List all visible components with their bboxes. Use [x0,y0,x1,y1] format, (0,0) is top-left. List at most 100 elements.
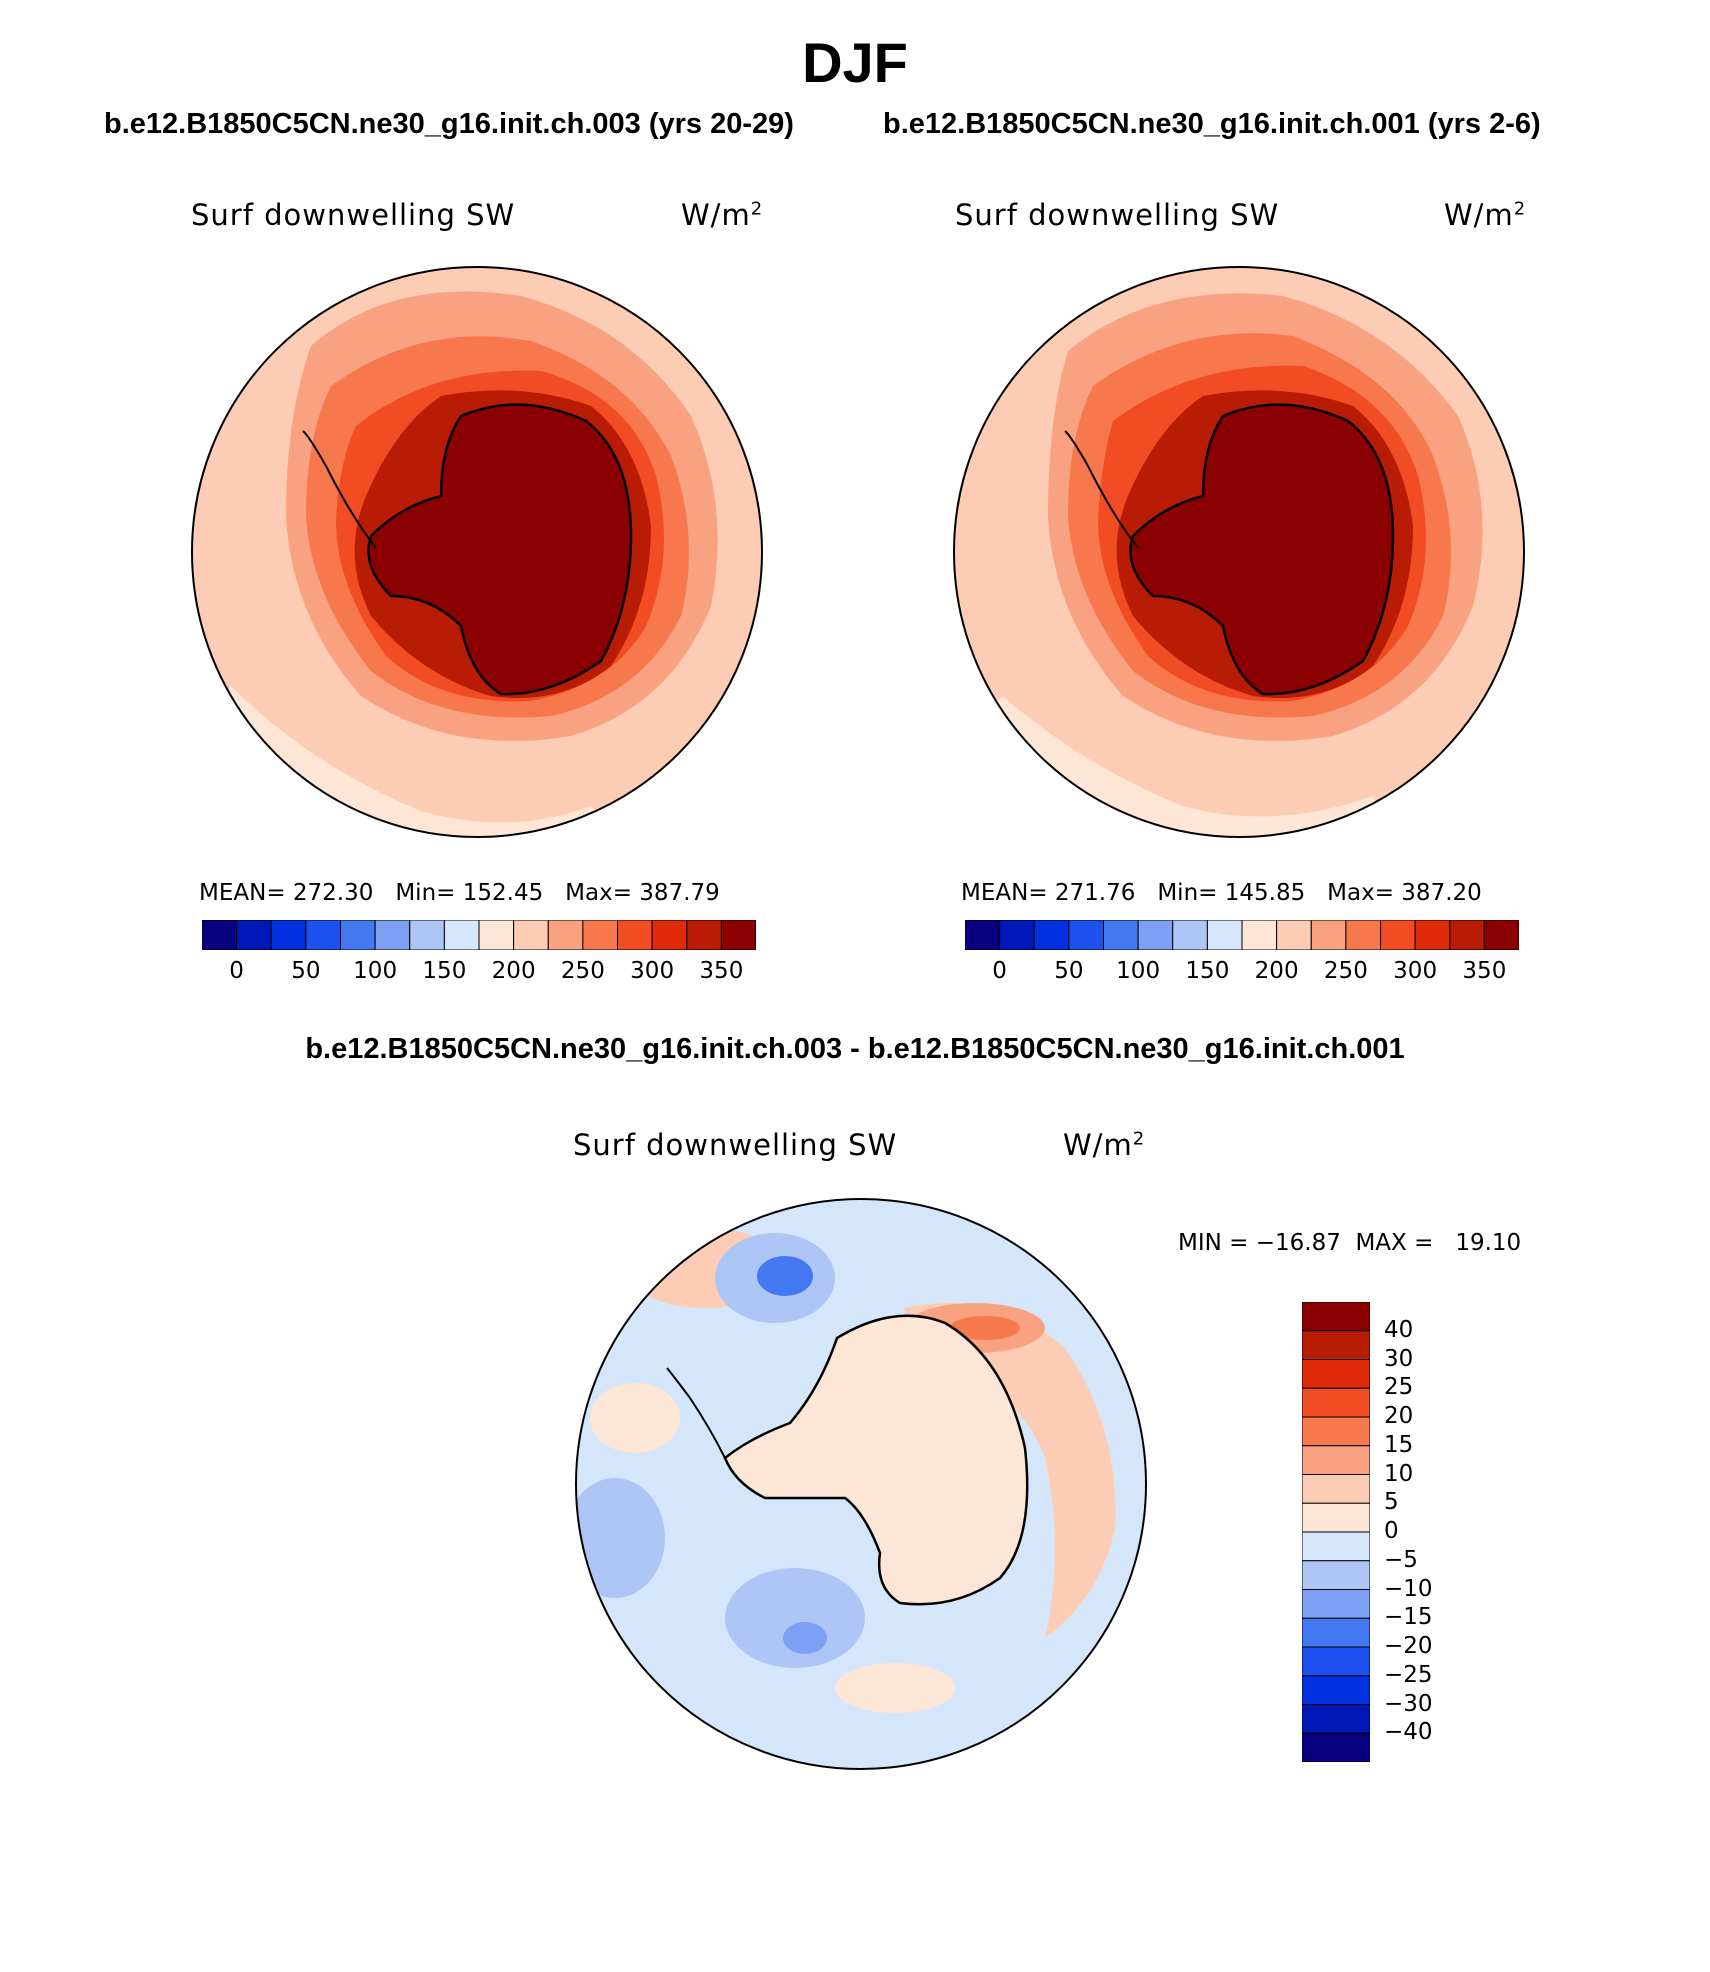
colorbar-tick-label: 100 [1116,958,1161,984]
panel2-colorbar [965,920,1519,950]
colorbar-swatch [340,920,376,950]
diff-colorbar-tick-label: −25 [1384,1661,1433,1688]
colorbar-tick-label: 350 [1462,958,1507,984]
diff-minmax: MIN = −16.87 MAX = 19.10 [1178,1230,1522,1256]
figure-title: DJF [802,31,908,94]
colorbar-tick-label: 250 [1323,958,1368,984]
colorbar-swatch [651,920,688,950]
diff-colorbar-swatch [1302,1330,1370,1360]
colorbar-swatch [443,920,480,950]
panel1-antarctica-fill [368,404,631,695]
diff-colorbar [1302,1302,1370,1762]
colorbar-swatch [202,920,238,950]
panel1-coastline [367,403,633,696]
diff-colorbar-tick-label: −15 [1384,1604,1433,1631]
diff-colorbar-swatch [1302,1387,1370,1418]
colorbar-swatch [582,920,618,950]
diff-colorbar-swatch [1302,1704,1370,1734]
diff-colorbar-tick-label: −30 [1384,1690,1433,1717]
diff-patch-neg-strong-1 [757,1256,813,1296]
diff-colorbar-tick-label: 25 [1384,1374,1414,1401]
panel2-polar-map [953,266,1525,838]
colorbar-swatch [1206,920,1243,950]
diff-patch-pos-2 [905,1303,1116,1638]
diff-colorbar-tick-label: 20 [1384,1403,1414,1429]
diff-patch-neg-2 [576,1478,665,1598]
colorbar-tick-label: 150 [422,958,467,984]
diff-colorbar-swatch [1302,1617,1370,1648]
diff-colorbar-swatch [1302,1502,1370,1533]
diff-colorbar-swatch [1302,1589,1370,1619]
diff-antarctica-fill [725,1315,1028,1605]
diff-colorbar-tick-label: −10 [1384,1575,1433,1602]
diff-patch-neg-4 [783,1622,827,1654]
colorbar-swatch [1449,920,1485,950]
colorbar-swatch [617,920,653,950]
colorbar-swatch [1483,920,1519,950]
diff-patch-neg-3 [725,1568,865,1668]
diff-colorbar-tick-label: 30 [1384,1345,1414,1372]
colorbar-swatch [305,920,341,950]
colorbar-tick-label: 250 [560,958,605,984]
diff-units: W/m2 [1063,1128,1146,1162]
diff-patch-pos-5 [835,1663,955,1713]
panel2-units: W/m2 [1444,198,1527,232]
panel1-peninsula-coast [302,430,377,549]
colorbar-swatch [1103,920,1139,950]
colorbar-swatch [965,920,1001,950]
colorbar-tick-label: 50 [291,958,321,984]
panel1-polar-map [191,266,763,838]
panel2-peninsula-coast [1064,430,1139,549]
diff-colorbar-swatch [1302,1675,1370,1705]
diff-colorbar-tick-label: −20 [1384,1633,1433,1659]
colorbar-swatch [270,920,307,950]
panel2-antarctica-fill [1130,404,1393,695]
colorbar-swatch [478,920,515,950]
diff-colorbar-tick-label: 10 [1384,1460,1414,1487]
diff-title: b.e12.B1850C5CN.ne30_g16.init.ch.003 - b… [305,1033,1405,1065]
colorbar-swatch [236,920,272,950]
panel1-colorbar-ticks: 0 50 100 150 200 250 300 350 [202,958,756,988]
colorbar-tick-label: 0 [992,958,1007,984]
panel1-colorbar [202,920,756,950]
colorbar-tick-label: 200 [491,958,536,984]
colorbar-swatch [1414,920,1451,950]
diff-map-border [575,1198,1147,1770]
colorbar-swatch [1172,920,1208,950]
colorbar-tick-label: 0 [229,958,244,984]
case2-title: b.e12.B1850C5CN.ne30_g16.init.ch.001 (yr… [883,108,1541,140]
diff-colorbar-tick-label: 15 [1384,1431,1414,1458]
diff-colorbar-swatch [1302,1302,1370,1332]
diff-colorbar-tick-label: 0 [1384,1518,1399,1544]
colorbar-swatch [513,920,549,950]
colorbar-swatch [547,920,584,950]
panel1-units: W/m2 [681,198,764,232]
colorbar-tick-label: 350 [699,958,744,984]
colorbar-swatch [1033,920,1070,950]
colorbar-tick-label: 50 [1054,958,1084,984]
panel1-map-border [191,266,763,838]
diff-colorbar-tick-label: 5 [1384,1489,1399,1516]
colorbar-swatch [1276,920,1312,950]
colorbar-swatch [1380,920,1416,950]
diff-colorbar-swatch [1302,1646,1370,1677]
diff-colorbar-tick-label: 40 [1384,1316,1414,1343]
colorbar-swatch [1068,920,1104,950]
colorbar-swatch [1137,920,1174,950]
diff-colorbar-tick-label: −5 [1384,1546,1418,1573]
panel2-map-border [953,266,1525,838]
diff-colorbar-swatch [1302,1560,1370,1590]
diff-patch-pos-4 [590,1383,680,1453]
colorbar-swatch [1345,920,1381,950]
diff-colorbar-swatch [1302,1445,1370,1475]
diff-colorbar-swatch [1302,1359,1370,1389]
diff-colorbar-swatch [1302,1416,1370,1447]
colorbar-swatch [720,920,756,950]
panel2-stats: MEAN= 271.76 Min= 145.85 Max= 387.20 [961,880,1482,906]
colorbar-swatch [686,920,722,950]
panel2-colorbar-ticks: 0 50 100 150 200 250 300 350 [965,958,1519,988]
colorbar-swatch [1241,920,1278,950]
diff-patch-pos-strong [950,1316,1020,1340]
colorbar-tick-label: 300 [1393,958,1438,984]
panel1-variable-label: Surf downwelling SW [191,198,516,232]
